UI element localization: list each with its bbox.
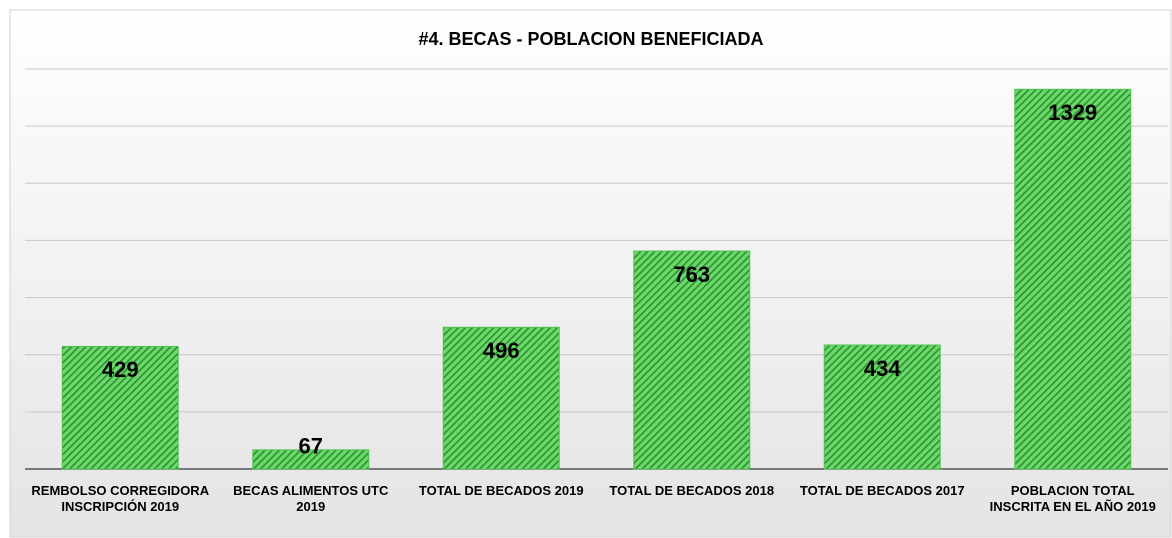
chart-title: #4. BECAS - POBLACION BENEFICIADA [418,29,763,49]
bar [442,326,560,470]
x-tick-label: BECAS ALIMENTOS UTC 2019 [233,483,389,514]
data-label: 67 [299,434,323,459]
bar [823,344,941,470]
bar [633,250,751,470]
data-label: 496 [483,338,520,363]
x-tick-label: POBLACION TOTAL INSCRITA EN EL AÑO 2019 [989,483,1156,514]
data-label: 1329 [1048,100,1097,125]
x-tick-label: TOTAL DE BECADOS 2018 [609,483,775,498]
bar [252,449,370,470]
x-tick-label: TOTAL DE BECADOS 2019 [418,483,584,498]
bar [1014,88,1132,470]
data-label: 429 [102,357,139,382]
x-tick-label: REMBOLSO CORREGIDORA INSCRIPCIÓN 2019 [31,483,210,514]
bar [61,345,179,470]
data-label: 763 [673,262,710,287]
x-tick-label: TOTAL DE BECADOS 2017 [799,483,965,498]
data-label: 434 [864,356,901,381]
chart-background [9,9,1172,538]
